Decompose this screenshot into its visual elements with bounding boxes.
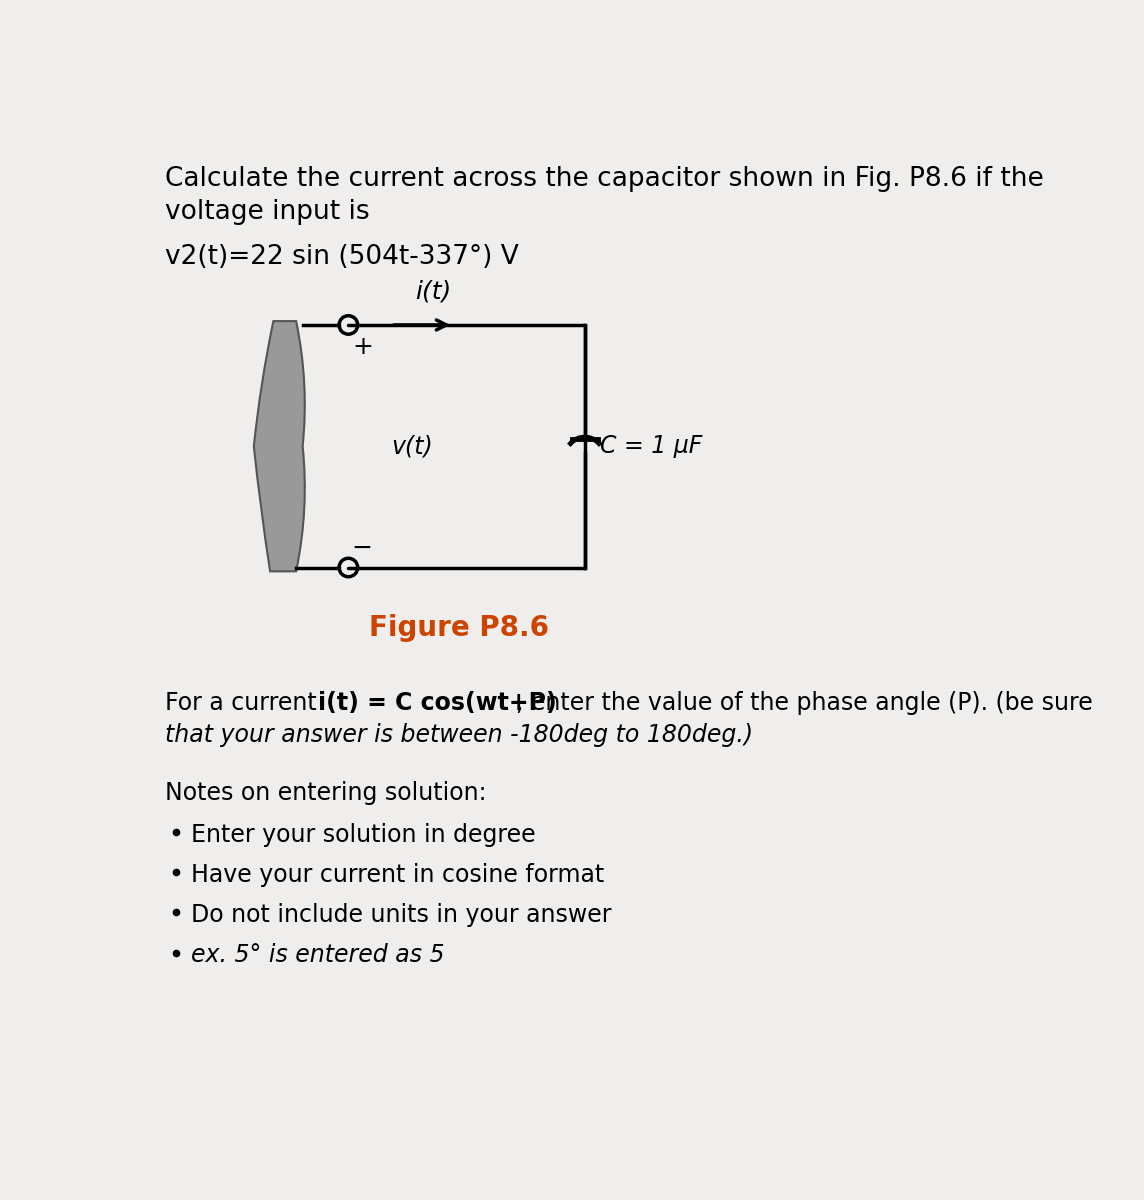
Text: ex. 5° is entered as 5: ex. 5° is entered as 5 <box>191 943 445 967</box>
Text: Have your current in cosine format: Have your current in cosine format <box>191 863 604 887</box>
Text: Notes on entering solution:: Notes on entering solution: <box>165 781 486 805</box>
Text: +: + <box>352 335 373 359</box>
Text: voltage input is: voltage input is <box>165 199 370 226</box>
PathPatch shape <box>254 322 304 571</box>
Text: Enter your solution in degree: Enter your solution in degree <box>191 823 535 847</box>
Text: , enter the value of the phase angle (P). (be sure: , enter the value of the phase angle (P)… <box>516 691 1093 715</box>
Text: −: − <box>352 536 373 560</box>
Text: Do not include units in your answer: Do not include units in your answer <box>191 904 612 928</box>
Text: v2(t)=22 sin (504t-337°) V: v2(t)=22 sin (504t-337°) V <box>165 244 518 270</box>
Text: i(t) = C cos(wt+P): i(t) = C cos(wt+P) <box>318 691 557 715</box>
Text: that your answer is between -180deg to 180deg.): that your answer is between -180deg to 1… <box>165 724 753 748</box>
Text: i(t): i(t) <box>415 280 452 304</box>
Text: v(t): v(t) <box>391 434 432 458</box>
Text: C = 1 μF: C = 1 μF <box>601 434 702 458</box>
Text: Calculate the current across the capacitor shown in Fig. P8.6 if the: Calculate the current across the capacit… <box>165 166 1043 192</box>
Text: Figure P8.6: Figure P8.6 <box>368 613 549 642</box>
Text: For a current: For a current <box>165 691 324 715</box>
